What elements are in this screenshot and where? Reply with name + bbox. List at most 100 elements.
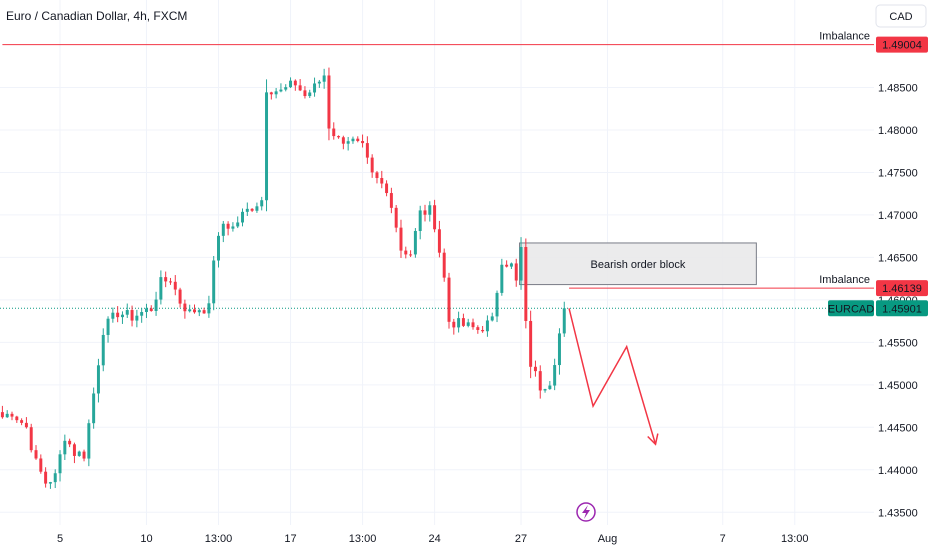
candle[interactable] — [0, 405, 4, 419]
candle[interactable] — [68, 438, 72, 448]
candle[interactable] — [437, 220, 441, 258]
candle[interactable] — [120, 311, 124, 324]
candle[interactable] — [231, 222, 235, 232]
candle[interactable] — [197, 308, 201, 317]
candle[interactable] — [389, 187, 393, 214]
candle[interactable] — [140, 307, 144, 323]
candle[interactable] — [149, 305, 153, 312]
candle[interactable] — [317, 79, 321, 88]
candle[interactable] — [178, 287, 182, 308]
candle[interactable] — [466, 318, 470, 328]
candle[interactable] — [442, 248, 446, 282]
candle[interactable] — [193, 304, 196, 314]
candle[interactable] — [188, 304, 192, 313]
candle[interactable] — [250, 208, 254, 213]
candle[interactable] — [279, 83, 283, 93]
candle[interactable] — [289, 77, 293, 89]
candle[interactable] — [207, 295, 211, 318]
candle[interactable] — [303, 86, 307, 99]
candle[interactable] — [500, 258, 504, 296]
candle[interactable] — [245, 202, 249, 217]
candle[interactable] — [39, 454, 43, 474]
candle[interactable] — [168, 277, 172, 285]
candles-layer[interactable] — [0, 67, 566, 489]
candle[interactable] — [111, 307, 115, 323]
candle[interactable] — [5, 410, 9, 418]
candle[interactable] — [365, 136, 369, 164]
currency-button[interactable]: CAD — [875, 4, 927, 28]
candle[interactable] — [24, 417, 28, 429]
candle[interactable] — [428, 201, 432, 222]
candle[interactable] — [356, 136, 360, 143]
candle[interactable] — [92, 387, 96, 429]
candle[interactable] — [274, 87, 278, 99]
candle[interactable] — [293, 79, 297, 91]
candle[interactable] — [159, 270, 163, 305]
candle[interactable] — [106, 316, 110, 343]
candle[interactable] — [370, 154, 374, 178]
candle[interactable] — [221, 220, 225, 243]
candle[interactable] — [433, 199, 437, 233]
candle[interactable] — [130, 305, 134, 327]
candle[interactable] — [514, 258, 518, 287]
candle[interactable] — [332, 122, 336, 140]
candle[interactable] — [322, 68, 326, 89]
candle[interactable] — [29, 423, 33, 453]
candle[interactable] — [77, 450, 81, 457]
candle[interactable] — [313, 77, 317, 97]
candle[interactable] — [457, 311, 461, 333]
candle[interactable] — [269, 91, 273, 100]
candle[interactable] — [505, 260, 509, 268]
candle[interactable] — [562, 301, 566, 337]
candle[interactable] — [87, 419, 91, 467]
candle[interactable] — [212, 255, 216, 311]
candle[interactable] — [260, 196, 264, 211]
candle[interactable] — [394, 205, 398, 233]
candle[interactable] — [217, 232, 220, 268]
candle[interactable] — [375, 170, 379, 184]
candle[interactable] — [399, 219, 403, 258]
candle[interactable] — [44, 467, 48, 488]
candle[interactable] — [298, 79, 302, 92]
candle[interactable] — [524, 238, 528, 329]
candle[interactable] — [15, 415, 19, 423]
candle[interactable] — [241, 208, 244, 227]
candle[interactable] — [481, 325, 485, 333]
candle[interactable] — [164, 271, 168, 288]
candle[interactable] — [543, 388, 547, 393]
candle[interactable] — [58, 450, 62, 482]
candle[interactable] — [20, 418, 24, 426]
candle[interactable] — [490, 312, 494, 322]
candle[interactable] — [495, 290, 499, 323]
candle[interactable] — [125, 303, 129, 318]
candle[interactable] — [553, 358, 557, 391]
candle[interactable] — [404, 246, 408, 259]
candle[interactable] — [519, 237, 523, 290]
candle[interactable] — [96, 358, 100, 403]
candle[interactable] — [101, 328, 105, 372]
candle[interactable] — [72, 442, 76, 464]
candle[interactable] — [341, 135, 345, 150]
candle[interactable] — [380, 170, 384, 189]
candle[interactable] — [135, 309, 139, 328]
lightning-icon[interactable] — [576, 502, 596, 522]
candle[interactable] — [485, 315, 489, 337]
candle[interactable] — [116, 306, 120, 323]
candle[interactable] — [418, 205, 422, 240]
candle[interactable] — [533, 360, 537, 377]
candle[interactable] — [346, 136, 350, 151]
candle[interactable] — [63, 434, 67, 461]
candle[interactable] — [423, 204, 427, 222]
candle[interactable] — [509, 262, 513, 270]
candle[interactable] — [48, 481, 52, 489]
candle[interactable] — [548, 381, 552, 390]
candle[interactable] — [173, 275, 177, 296]
candle[interactable] — [236, 216, 240, 229]
candle[interactable] — [284, 84, 288, 92]
candle[interactable] — [461, 313, 465, 328]
candle[interactable] — [361, 134, 365, 148]
candle[interactable] — [337, 135, 341, 139]
candle[interactable] — [82, 449, 86, 462]
candle[interactable] — [409, 250, 413, 258]
